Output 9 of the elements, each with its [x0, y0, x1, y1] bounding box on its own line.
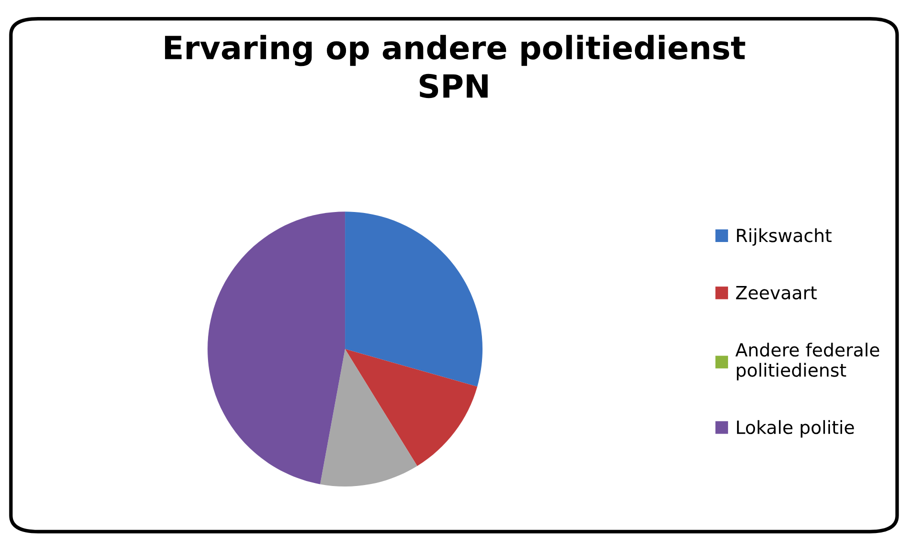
pie-slice — [320, 349, 418, 487]
pie-slice — [345, 349, 478, 466]
legend-label: Andere federale politiedienst — [735, 342, 880, 380]
pie-slice — [345, 212, 483, 387]
pie-slice — [208, 212, 346, 484]
legend-label: Lokale politie — [737, 420, 854, 438]
legend-label: Rijkswacht — [737, 228, 832, 246]
legend-label: Zeevaart — [736, 286, 817, 300]
chart-title: Ervaring op andere politiedienst SPN — [165, 34, 746, 98]
